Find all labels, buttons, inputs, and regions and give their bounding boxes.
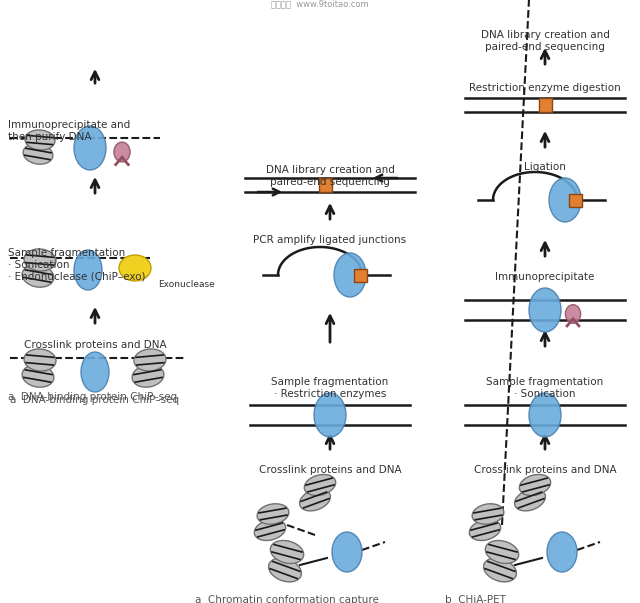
- Ellipse shape: [515, 489, 545, 511]
- Ellipse shape: [529, 288, 561, 332]
- Ellipse shape: [472, 504, 504, 524]
- Ellipse shape: [134, 349, 166, 371]
- Ellipse shape: [565, 305, 580, 323]
- FancyBboxPatch shape: [538, 98, 552, 112]
- Text: Sample fragmentation
· Restriction enzymes: Sample fragmentation · Restriction enzym…: [271, 377, 388, 399]
- Text: Sample fragmentation
· Sonication: Sample fragmentation · Sonication: [486, 377, 604, 399]
- Ellipse shape: [332, 532, 362, 572]
- Ellipse shape: [119, 255, 151, 281]
- Ellipse shape: [529, 393, 561, 437]
- Text: Restriction enzyme digestion: Restriction enzyme digestion: [469, 83, 621, 93]
- Ellipse shape: [254, 520, 285, 540]
- Text: PCR amplify ligated junctions: PCR amplify ligated junctions: [253, 235, 406, 245]
- Ellipse shape: [484, 558, 516, 582]
- Text: Immunoprecipitate and
then purify DNA: Immunoprecipitate and then purify DNA: [8, 120, 131, 142]
- FancyBboxPatch shape: [568, 194, 582, 206]
- Ellipse shape: [300, 489, 330, 511]
- Ellipse shape: [269, 558, 301, 582]
- Text: Ligation: Ligation: [524, 162, 566, 172]
- Text: 健康头条  www.9toitao.com: 健康头条 www.9toitao.com: [271, 0, 369, 8]
- Ellipse shape: [132, 365, 164, 387]
- Text: Sample fragmentation
· Sonication
· Endonuclease (ChiP–exo): Sample fragmentation · Sonication · Endo…: [8, 248, 145, 281]
- Text: Crosslink proteins and DNA: Crosslink proteins and DNA: [259, 465, 401, 475]
- Ellipse shape: [22, 365, 54, 387]
- Ellipse shape: [257, 504, 289, 524]
- Ellipse shape: [314, 393, 346, 437]
- Ellipse shape: [25, 130, 55, 150]
- Text: a  DNA-binding protein ChiP–seq: a DNA-binding protein ChiP–seq: [8, 392, 177, 402]
- Text: DNA library creation and
paired-end sequencing: DNA library creation and paired-end sequ…: [481, 30, 609, 52]
- Text: Crosslink proteins and DNA: Crosslink proteins and DNA: [474, 465, 616, 475]
- Text: Crosslink proteins and DNA: Crosslink proteins and DNA: [24, 340, 166, 350]
- Text: DNA library creation and
paired-end sequencing: DNA library creation and paired-end sequ…: [266, 165, 394, 186]
- Ellipse shape: [81, 352, 109, 392]
- Ellipse shape: [519, 475, 550, 496]
- Ellipse shape: [305, 475, 335, 496]
- Ellipse shape: [547, 532, 577, 572]
- Ellipse shape: [74, 250, 102, 290]
- Ellipse shape: [23, 144, 53, 164]
- Ellipse shape: [24, 249, 56, 271]
- Text: a  Chromatin conformation capture: a Chromatin conformation capture: [195, 595, 379, 603]
- FancyBboxPatch shape: [353, 268, 367, 282]
- Ellipse shape: [334, 253, 366, 297]
- Text: Exonuclease: Exonuclease: [158, 280, 215, 289]
- Ellipse shape: [469, 520, 500, 540]
- Ellipse shape: [114, 142, 130, 162]
- Ellipse shape: [24, 349, 56, 371]
- Ellipse shape: [270, 540, 303, 563]
- Ellipse shape: [22, 265, 54, 287]
- Text: a  DNA-binding protein ChiP–seq: a DNA-binding protein ChiP–seq: [10, 395, 179, 405]
- Ellipse shape: [549, 178, 581, 222]
- Ellipse shape: [74, 126, 106, 170]
- Ellipse shape: [485, 540, 518, 563]
- FancyBboxPatch shape: [319, 178, 332, 192]
- Text: b  CHiA-PET: b CHiA-PET: [445, 595, 506, 603]
- Text: Immunoprecipitate: Immunoprecipitate: [495, 272, 595, 282]
